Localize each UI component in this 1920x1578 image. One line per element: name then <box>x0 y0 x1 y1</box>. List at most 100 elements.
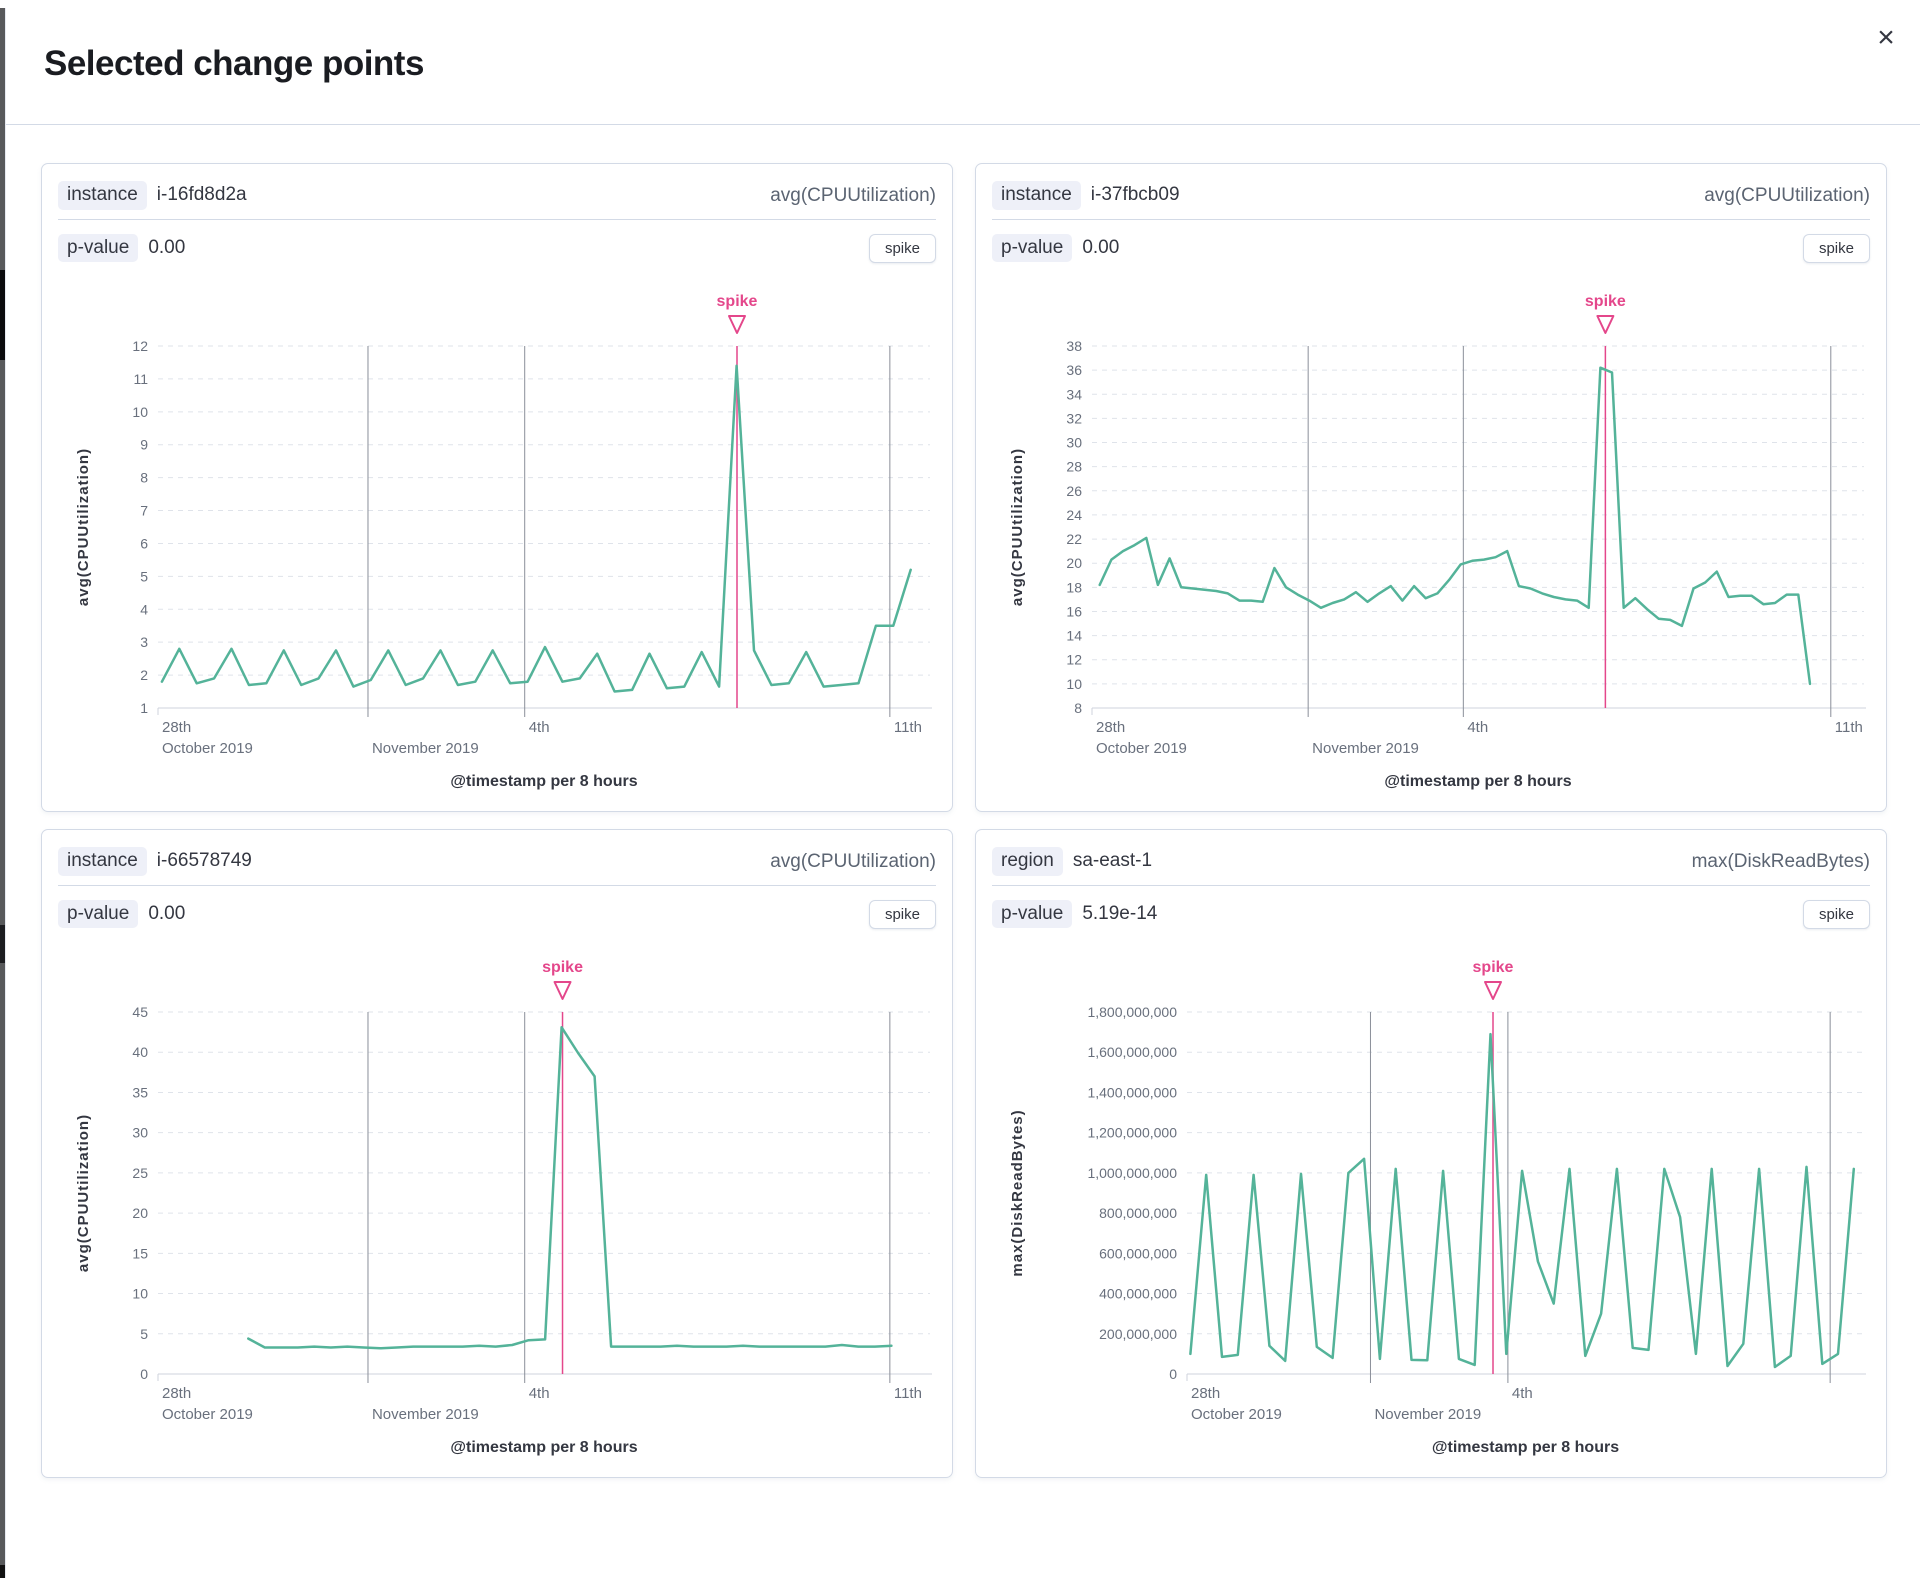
key-badge: region <box>992 847 1063 876</box>
change-point-panel: region sa-east-1 max(DiskReadBytes) p-va… <box>975 829 1887 1478</box>
svg-text:4th: 4th <box>529 1385 550 1402</box>
svg-text:8: 8 <box>1074 700 1082 716</box>
svg-text:11th: 11th <box>1835 719 1863 736</box>
svg-text:40: 40 <box>132 1044 148 1060</box>
svg-text:1,800,000,000: 1,800,000,000 <box>1087 1004 1177 1020</box>
svg-text:@timestamp per 8 hours: @timestamp per 8 hours <box>1384 773 1571 790</box>
svg-text:spike: spike <box>542 959 583 976</box>
panel-pvalue-row: p-value 0.00 spike <box>992 220 1870 276</box>
svg-text:November 2019: November 2019 <box>1374 1406 1481 1423</box>
svg-text:30: 30 <box>1066 435 1082 451</box>
svg-text:45: 45 <box>132 1004 148 1020</box>
svg-text:200,000,000: 200,000,000 <box>1099 1326 1177 1342</box>
svg-text:1,400,000,000: 1,400,000,000 <box>1087 1084 1177 1100</box>
svg-text:12: 12 <box>132 338 148 354</box>
svg-text:October 2019: October 2019 <box>1191 1406 1282 1423</box>
panel-pvalue-row: p-value 0.00 spike <box>58 886 936 942</box>
pvalue-value: 5.19e-14 <box>1082 902 1158 924</box>
change-point-chart: 8 10 12 14 16 18 20 22 24 26 28 30 32 34 36 38 28th Octob… <box>1009 293 1866 790</box>
key-value: i-16fd8d2a <box>156 184 247 206</box>
svg-text:0: 0 <box>1169 1366 1177 1382</box>
svg-text:28th: 28th <box>1096 719 1125 736</box>
svg-text:5: 5 <box>140 568 148 584</box>
svg-text:32: 32 <box>1066 410 1082 426</box>
svg-text:1: 1 <box>140 700 148 716</box>
svg-text:October 2019: October 2019 <box>162 740 253 757</box>
svg-text:28th: 28th <box>162 1385 191 1402</box>
svg-text:11th: 11th <box>894 1385 922 1402</box>
pvalue-badge: p-value <box>58 233 139 263</box>
svg-text:avg(CPUUtilization): avg(CPUUtilization) <box>1009 448 1026 606</box>
svg-text:November 2019: November 2019 <box>372 1406 479 1423</box>
change-point-panel: instance i-16fd8d2a avg(CPUUtilization) … <box>41 163 953 812</box>
svg-text:@timestamp per 8 hours: @timestamp per 8 hours <box>1432 1439 1619 1456</box>
svg-text:spike: spike <box>717 293 758 310</box>
svg-text:28th: 28th <box>162 719 191 736</box>
spike-button[interactable]: spike <box>1802 899 1870 929</box>
svg-text:1,600,000,000: 1,600,000,000 <box>1087 1044 1177 1060</box>
svg-text:38: 38 <box>1066 338 1082 354</box>
svg-text:14: 14 <box>1066 628 1082 644</box>
svg-text:avg(CPUUtilization): avg(CPUUtilization) <box>75 448 92 606</box>
spike-button[interactable]: spike <box>868 899 936 929</box>
svg-text:avg(CPUUtilization): avg(CPUUtilization) <box>75 1114 92 1272</box>
svg-text:35: 35 <box>132 1084 148 1100</box>
svg-text:@timestamp per 8 hours: @timestamp per 8 hours <box>450 1439 637 1456</box>
svg-text:9: 9 <box>140 437 148 453</box>
svg-text:6: 6 <box>140 535 148 551</box>
svg-text:18: 18 <box>1066 579 1082 595</box>
pvalue-value: 0.00 <box>1082 236 1120 258</box>
key-badge: instance <box>58 847 147 876</box>
svg-text:3: 3 <box>140 634 148 650</box>
svg-text:2: 2 <box>140 667 148 683</box>
pvalue-badge: p-value <box>992 899 1073 929</box>
spike-button[interactable]: spike <box>1802 233 1870 263</box>
svg-text:spike: spike <box>1585 293 1626 310</box>
svg-text:28: 28 <box>1066 459 1082 475</box>
pvalue-value: 0.00 <box>148 902 186 924</box>
svg-text:11: 11 <box>133 371 148 387</box>
svg-text:4: 4 <box>140 601 148 617</box>
spike-button[interactable]: spike <box>868 233 936 263</box>
panel-pvalue-row: p-value 0.00 spike <box>58 220 936 276</box>
svg-text:November 2019: November 2019 <box>372 740 479 757</box>
svg-text:4th: 4th <box>529 719 550 736</box>
change-points-flyout: Selected change points × instance i-16fd… <box>5 8 1920 1578</box>
svg-text:max(DiskReadBytes): max(DiskReadBytes) <box>1009 1109 1026 1276</box>
svg-text:8: 8 <box>140 470 148 486</box>
background-page-strip <box>0 8 9 1578</box>
svg-text:26: 26 <box>1066 483 1082 499</box>
metric-name: max(DiskReadBytes) <box>1691 850 1870 872</box>
svg-text:4th: 4th <box>1512 1385 1533 1402</box>
svg-text:November 2019: November 2019 <box>1312 740 1419 757</box>
svg-text:4th: 4th <box>1467 719 1488 736</box>
panel-key-row: region sa-east-1 max(DiskReadBytes) <box>992 838 1870 886</box>
svg-text:October 2019: October 2019 <box>162 1406 253 1423</box>
svg-text:@timestamp per 8 hours: @timestamp per 8 hours <box>450 773 637 790</box>
svg-text:0: 0 <box>140 1366 148 1382</box>
svg-text:7: 7 <box>140 503 148 519</box>
svg-text:spike: spike <box>1473 959 1514 976</box>
svg-text:1,200,000,000: 1,200,000,000 <box>1087 1125 1177 1141</box>
svg-text:400,000,000: 400,000,000 <box>1099 1286 1177 1302</box>
flyout-header: Selected change points × <box>6 8 1920 125</box>
metric-name: avg(CPUUtilization) <box>770 184 936 206</box>
svg-text:16: 16 <box>1066 603 1082 619</box>
svg-text:20: 20 <box>132 1205 148 1221</box>
svg-text:34: 34 <box>1066 386 1082 402</box>
change-point-chart: 0 5 10 15 20 25 30 35 40 45 28th October 2019 Novemb… <box>75 959 932 1456</box>
svg-text:22: 22 <box>1066 531 1082 547</box>
panels-grid: instance i-16fd8d2a avg(CPUUtilization) … <box>41 163 1892 1478</box>
key-badge: instance <box>992 181 1081 210</box>
change-point-panel: instance i-37fbcb09 avg(CPUUtilization) … <box>975 163 1887 812</box>
svg-text:10: 10 <box>132 1286 148 1302</box>
svg-text:1,000,000,000: 1,000,000,000 <box>1087 1165 1177 1181</box>
svg-text:October 2019: October 2019 <box>1096 740 1187 757</box>
change-point-panel: instance i-66578749 avg(CPUUtilization) … <box>41 829 953 1478</box>
svg-text:20: 20 <box>1066 555 1082 571</box>
svg-text:10: 10 <box>132 404 148 420</box>
panel-key-row: instance i-66578749 avg(CPUUtilization) <box>58 838 936 886</box>
svg-text:24: 24 <box>1066 507 1082 523</box>
close-icon[interactable]: × <box>1868 20 1904 56</box>
